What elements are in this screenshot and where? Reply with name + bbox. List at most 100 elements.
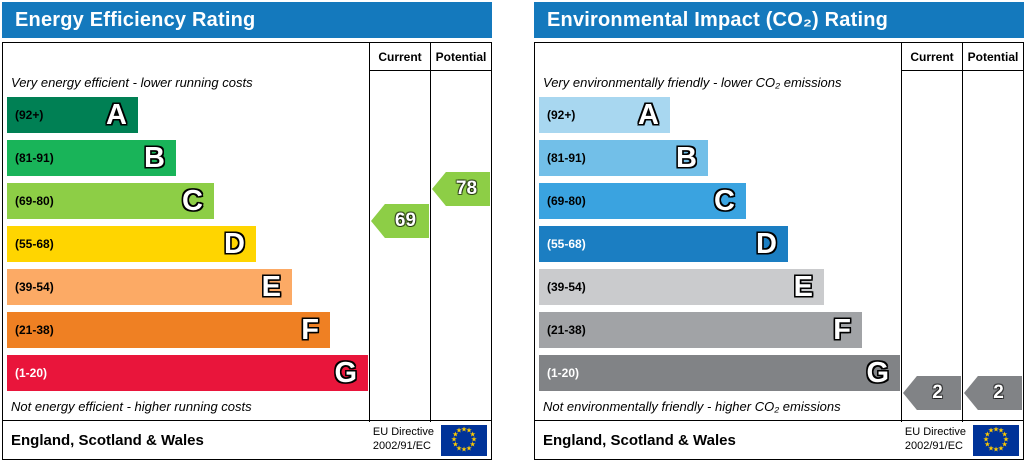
eu-flag-icon: ★ ★ ★ ★ ★ ★ ★ ★ ★ ★ ★ ★ bbox=[973, 424, 1019, 456]
band-range-label: (39-54) bbox=[547, 280, 586, 294]
band-letter: B bbox=[676, 142, 697, 174]
band-bar-B: (81-91) B bbox=[539, 140, 708, 176]
eu-flag-star: ★ bbox=[455, 445, 463, 453]
band-range-label: (1-20) bbox=[547, 366, 580, 380]
band-bar-E: (39-54) E bbox=[7, 269, 292, 305]
rating-band-C: (69-80) C bbox=[539, 183, 901, 219]
eu-directive-line1: EU Directive bbox=[904, 426, 966, 439]
band-range-label: (21-38) bbox=[547, 323, 586, 337]
eu-flag-star: ★ bbox=[997, 427, 1005, 435]
rating-band-D: (55-68) D bbox=[539, 226, 901, 262]
rating-band-C: (69-80) C bbox=[7, 183, 369, 219]
band-letter: A bbox=[106, 99, 127, 131]
energy-efficiency-rating-chart: Energy Efficiency Rating Current Potenti… bbox=[2, 2, 492, 460]
footer-region-label: England, Scotland & Wales bbox=[543, 431, 736, 449]
band-letter: A bbox=[638, 99, 659, 131]
column-divider bbox=[430, 43, 431, 422]
eu-directive-line2: 2002/91/EC bbox=[372, 440, 431, 452]
band-letter: F bbox=[301, 314, 319, 346]
band-letter: D bbox=[224, 228, 245, 260]
band-range-label: (81-91) bbox=[15, 151, 54, 165]
chart-title: Environmental Impact (CO₂) Rating bbox=[534, 2, 1024, 38]
eu-flag-star: ★ bbox=[997, 445, 1005, 453]
eu-flag-star: ★ bbox=[984, 441, 991, 449]
eu-flag-star: ★ bbox=[992, 446, 1000, 454]
band-bar-G: (1-20) G bbox=[539, 355, 900, 391]
eu-flag-icon: ★ ★ ★ ★ ★ ★ ★ ★ ★ ★ ★ ★ bbox=[441, 424, 487, 456]
rating-band-A: (92+) A bbox=[539, 97, 901, 133]
rating-band-D: (55-68) D bbox=[7, 226, 369, 262]
rating-bands: (92+) A (81-91) B (69-80) C (55-68) D (39-54) E (2… bbox=[539, 97, 901, 398]
rating-bands: (92+) A (81-91) B (69-80) C (55-68) D (39-54) E (2… bbox=[7, 97, 369, 398]
rating-band-F: (21-38) F bbox=[7, 312, 369, 348]
eu-flag-star: ★ bbox=[469, 431, 476, 439]
column-divider bbox=[901, 43, 902, 422]
potential-column-header: Potential bbox=[963, 43, 1023, 71]
band-range-label: (55-68) bbox=[15, 237, 54, 251]
top-caption: Very environmentally friendly - lower CO… bbox=[543, 75, 842, 90]
bottom-caption: Not environmentally friendly - higher CO… bbox=[543, 399, 841, 414]
eu-flag-star: ★ bbox=[1001, 441, 1008, 449]
band-range-label: (92+) bbox=[15, 108, 44, 122]
band-letter: E bbox=[793, 271, 813, 303]
eu-flag-star: ★ bbox=[452, 431, 459, 439]
band-bar-F: (21-38) F bbox=[539, 312, 862, 348]
eu-flag-star: ★ bbox=[465, 445, 473, 453]
band-range-label: (1-20) bbox=[15, 366, 48, 380]
potential-column-header: Potential bbox=[431, 43, 491, 71]
rating-band-F: (21-38) F bbox=[539, 312, 901, 348]
band-range-label: (81-91) bbox=[547, 151, 586, 165]
chart-title: Energy Efficiency Rating bbox=[2, 2, 492, 38]
rating-band-G: (1-20) G bbox=[539, 355, 901, 391]
eu-directive-line2: 2002/91/EC bbox=[904, 440, 963, 452]
band-bar-G: (1-20) G bbox=[7, 355, 368, 391]
eu-flag-star: ★ bbox=[455, 427, 463, 435]
band-bar-C: (69-80) C bbox=[7, 183, 214, 219]
band-letter: E bbox=[261, 271, 281, 303]
band-letter: B bbox=[144, 142, 165, 174]
rating-band-A: (92+) A bbox=[7, 97, 369, 133]
current-column-header: Current bbox=[902, 43, 962, 71]
eu-flag-star: ★ bbox=[1002, 436, 1010, 444]
potential-rating-value: 78 bbox=[455, 178, 478, 199]
band-bar-D: (55-68) D bbox=[7, 226, 256, 262]
band-bar-C: (69-80) C bbox=[539, 183, 746, 219]
band-letter: D bbox=[756, 228, 777, 260]
eu-flag-star: ★ bbox=[469, 441, 476, 449]
current-rating-value: 2 bbox=[932, 382, 943, 403]
potential-rating-arrow: 2 bbox=[964, 376, 1022, 410]
rating-band-B: (81-91) B bbox=[7, 140, 369, 176]
eu-flag-star: ★ bbox=[460, 426, 468, 434]
band-bar-E: (39-54) E bbox=[539, 269, 824, 305]
band-range-label: (92+) bbox=[547, 108, 576, 122]
eu-flag-star: ★ bbox=[1001, 431, 1008, 439]
band-range-label: (39-54) bbox=[15, 280, 54, 294]
band-range-label: (55-68) bbox=[547, 237, 586, 251]
rating-band-E: (39-54) E bbox=[539, 269, 901, 305]
rating-band-B: (81-91) B bbox=[539, 140, 901, 176]
band-letter: G bbox=[866, 357, 889, 389]
column-divider bbox=[369, 43, 370, 422]
footer-region-label: England, Scotland & Wales bbox=[11, 431, 204, 449]
eu-flag-star: ★ bbox=[987, 445, 995, 453]
top-caption: Very energy efficient - lower running co… bbox=[11, 75, 253, 90]
eu-directive-label: EU Directive 2002/91/EC bbox=[905, 426, 966, 454]
eu-flag-star: ★ bbox=[992, 426, 1000, 434]
eu-directive-line1: EU Directive bbox=[372, 426, 434, 439]
rating-band-E: (39-54) E bbox=[7, 269, 369, 305]
band-range-label: (69-80) bbox=[547, 194, 586, 208]
eu-flag-star: ★ bbox=[987, 427, 995, 435]
column-divider bbox=[962, 43, 963, 422]
potential-rating-value: 2 bbox=[993, 382, 1004, 403]
band-bar-F: (21-38) F bbox=[7, 312, 330, 348]
eu-flag-star: ★ bbox=[465, 427, 473, 435]
band-bar-B: (81-91) B bbox=[7, 140, 176, 176]
current-rating-value: 69 bbox=[394, 210, 417, 231]
band-letter: G bbox=[334, 357, 357, 389]
eu-flag-star: ★ bbox=[450, 436, 458, 444]
band-bar-A: (92+) A bbox=[539, 97, 670, 133]
potential-rating-arrow: 78 bbox=[432, 172, 490, 206]
band-range-label: (21-38) bbox=[15, 323, 54, 337]
band-bar-A: (92+) A bbox=[7, 97, 138, 133]
current-column-header: Current bbox=[370, 43, 430, 71]
